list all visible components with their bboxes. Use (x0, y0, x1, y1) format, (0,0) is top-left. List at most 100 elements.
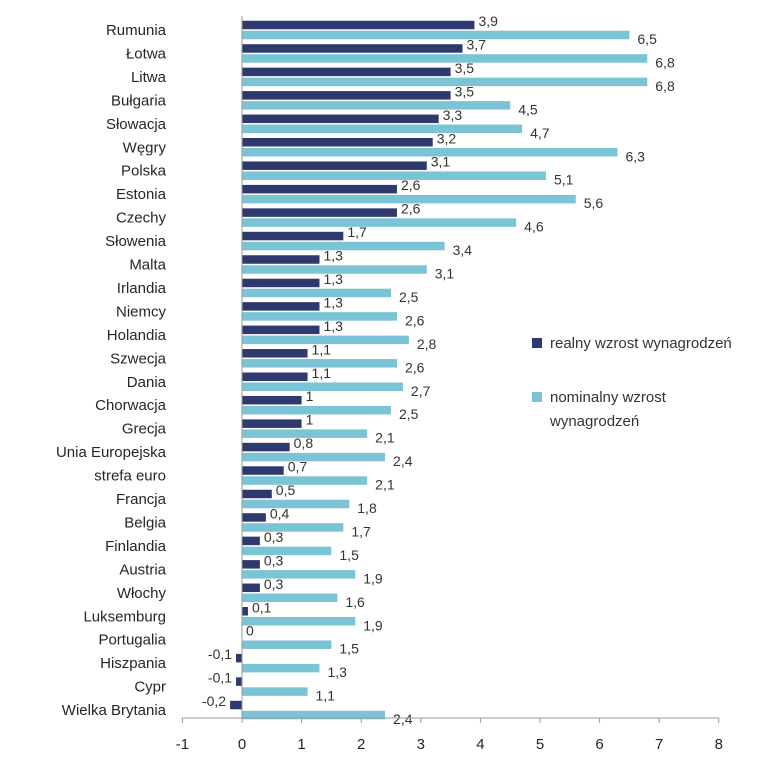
x-tick-label: 6 (595, 736, 603, 753)
category-label: Wielka Brytania (62, 702, 167, 719)
value-label-real: 0,7 (288, 459, 308, 475)
x-tick-label: 2 (357, 736, 365, 753)
x-tick-label: -1 (176, 736, 189, 753)
value-label-nominal: 2,8 (417, 336, 437, 352)
value-label-real: 3,3 (443, 107, 463, 123)
value-label-real: 1,3 (323, 318, 343, 334)
bar-nominal (242, 476, 368, 485)
value-label-nominal: 1,1 (316, 688, 336, 704)
bars (230, 20, 648, 720)
bar-nominal (242, 710, 386, 720)
bar-nominal (242, 523, 344, 532)
x-tick-label: 7 (655, 736, 663, 753)
value-label-nominal: 6,8 (655, 54, 675, 70)
value-label-real: 3,9 (478, 13, 498, 29)
bar-real (242, 607, 248, 616)
value-label-nominal: 2,6 (405, 359, 425, 375)
bar-real (236, 653, 242, 663)
category-label: Dania (127, 374, 167, 391)
bar-real (242, 325, 320, 335)
value-label-real: 0,3 (264, 552, 284, 568)
category-label: Finlandia (105, 538, 167, 555)
category-label: Portugalia (98, 632, 166, 649)
category-label: Grecja (122, 421, 167, 438)
value-label-nominal: 2,5 (399, 406, 419, 422)
value-label-real: 3,5 (455, 83, 475, 99)
value-label-real: 3,7 (467, 36, 487, 52)
bar-real (242, 184, 397, 194)
x-tick-label: 3 (417, 736, 425, 753)
category-label: Bułgaria (111, 92, 167, 109)
value-label-real: 0 (246, 623, 254, 639)
value-label-real: 1,3 (323, 248, 343, 264)
bar-real (242, 114, 439, 124)
x-tick-label: 8 (715, 736, 723, 753)
value-label-nominal: 6,5 (637, 31, 657, 47)
value-label-nominal: 4,7 (530, 125, 550, 141)
bar-real (242, 44, 463, 53)
category-label: Łotwa (126, 45, 167, 62)
bar-real (242, 442, 290, 452)
category-label: Hiszpania (100, 655, 167, 672)
value-label-real: 0,4 (270, 505, 290, 521)
value-label-real: 0,3 (264, 576, 284, 592)
value-label-nominal: 3,4 (453, 242, 473, 258)
value-label-real: 1,1 (312, 341, 332, 357)
bar-real (242, 372, 308, 381)
value-label-nominal: 2,5 (399, 289, 419, 305)
category-label: Polska (121, 163, 167, 180)
value-label-real: 2,6 (401, 201, 421, 217)
bar-real (242, 302, 320, 311)
x-tick-label: 1 (297, 736, 305, 753)
legend-label: realny wzrost wynagrodzeń (550, 335, 732, 352)
value-label-real: 0,1 (252, 599, 272, 615)
value-label-nominal: 5,1 (554, 172, 574, 188)
value-label-nominal: 2,1 (375, 477, 395, 493)
bar-nominal (242, 101, 511, 110)
bar-nominal (242, 124, 523, 134)
value-label-nominal: 2,6 (405, 312, 425, 328)
bar-real (242, 91, 451, 100)
bar-real (236, 677, 242, 686)
bar-real (242, 349, 308, 358)
value-label-nominal: 1,5 (339, 641, 359, 657)
category-label: Austria (119, 561, 166, 578)
value-labels: 3,9 6,5 3,7 6,8 3,5 6,8 3,5 4,5 3,3 4,7 3,2 6,3 3,1 5… (202, 13, 675, 727)
bar-nominal (242, 546, 332, 556)
x-tick-label: 5 (536, 736, 544, 753)
bar-real (242, 208, 397, 217)
bar-nominal (242, 570, 356, 579)
bar-nominal (242, 148, 618, 157)
bar-real (242, 513, 266, 522)
category-label: Unia Europejska (56, 444, 167, 461)
category-label: Malta (129, 257, 166, 274)
category-label: Węgry (123, 139, 167, 156)
legend-label: nominalny wzrost (550, 389, 667, 406)
value-label-nominal: 3,1 (435, 266, 455, 282)
value-label-nominal: 1,3 (327, 664, 347, 680)
bar-real (230, 700, 242, 710)
bar-nominal (242, 663, 320, 673)
value-label-real: -0,2 (202, 693, 226, 709)
bar-nominal (242, 593, 338, 603)
legend-swatch (532, 338, 542, 348)
category-label: Słowacja (106, 116, 167, 133)
value-label-real: 3,2 (437, 130, 457, 146)
bar-nominal (242, 30, 630, 40)
category-label: Niemcy (116, 303, 167, 320)
value-label-nominal: 2,1 (375, 430, 395, 446)
category-label: Luksemburg (83, 608, 166, 625)
value-label-real: 2,6 (401, 177, 421, 193)
bar-nominal (242, 241, 445, 251)
value-label-nominal: 2,4 (393, 711, 413, 727)
value-label-nominal: 1,6 (345, 594, 365, 610)
bar-nominal (242, 77, 648, 87)
bar-nominal (242, 312, 397, 321)
bar-nominal (242, 54, 648, 63)
category-label: Litwa (131, 69, 167, 86)
bar-real (242, 536, 260, 546)
bar-nominal (242, 218, 517, 227)
bar-nominal (242, 640, 332, 649)
bar-nominal (242, 382, 403, 391)
